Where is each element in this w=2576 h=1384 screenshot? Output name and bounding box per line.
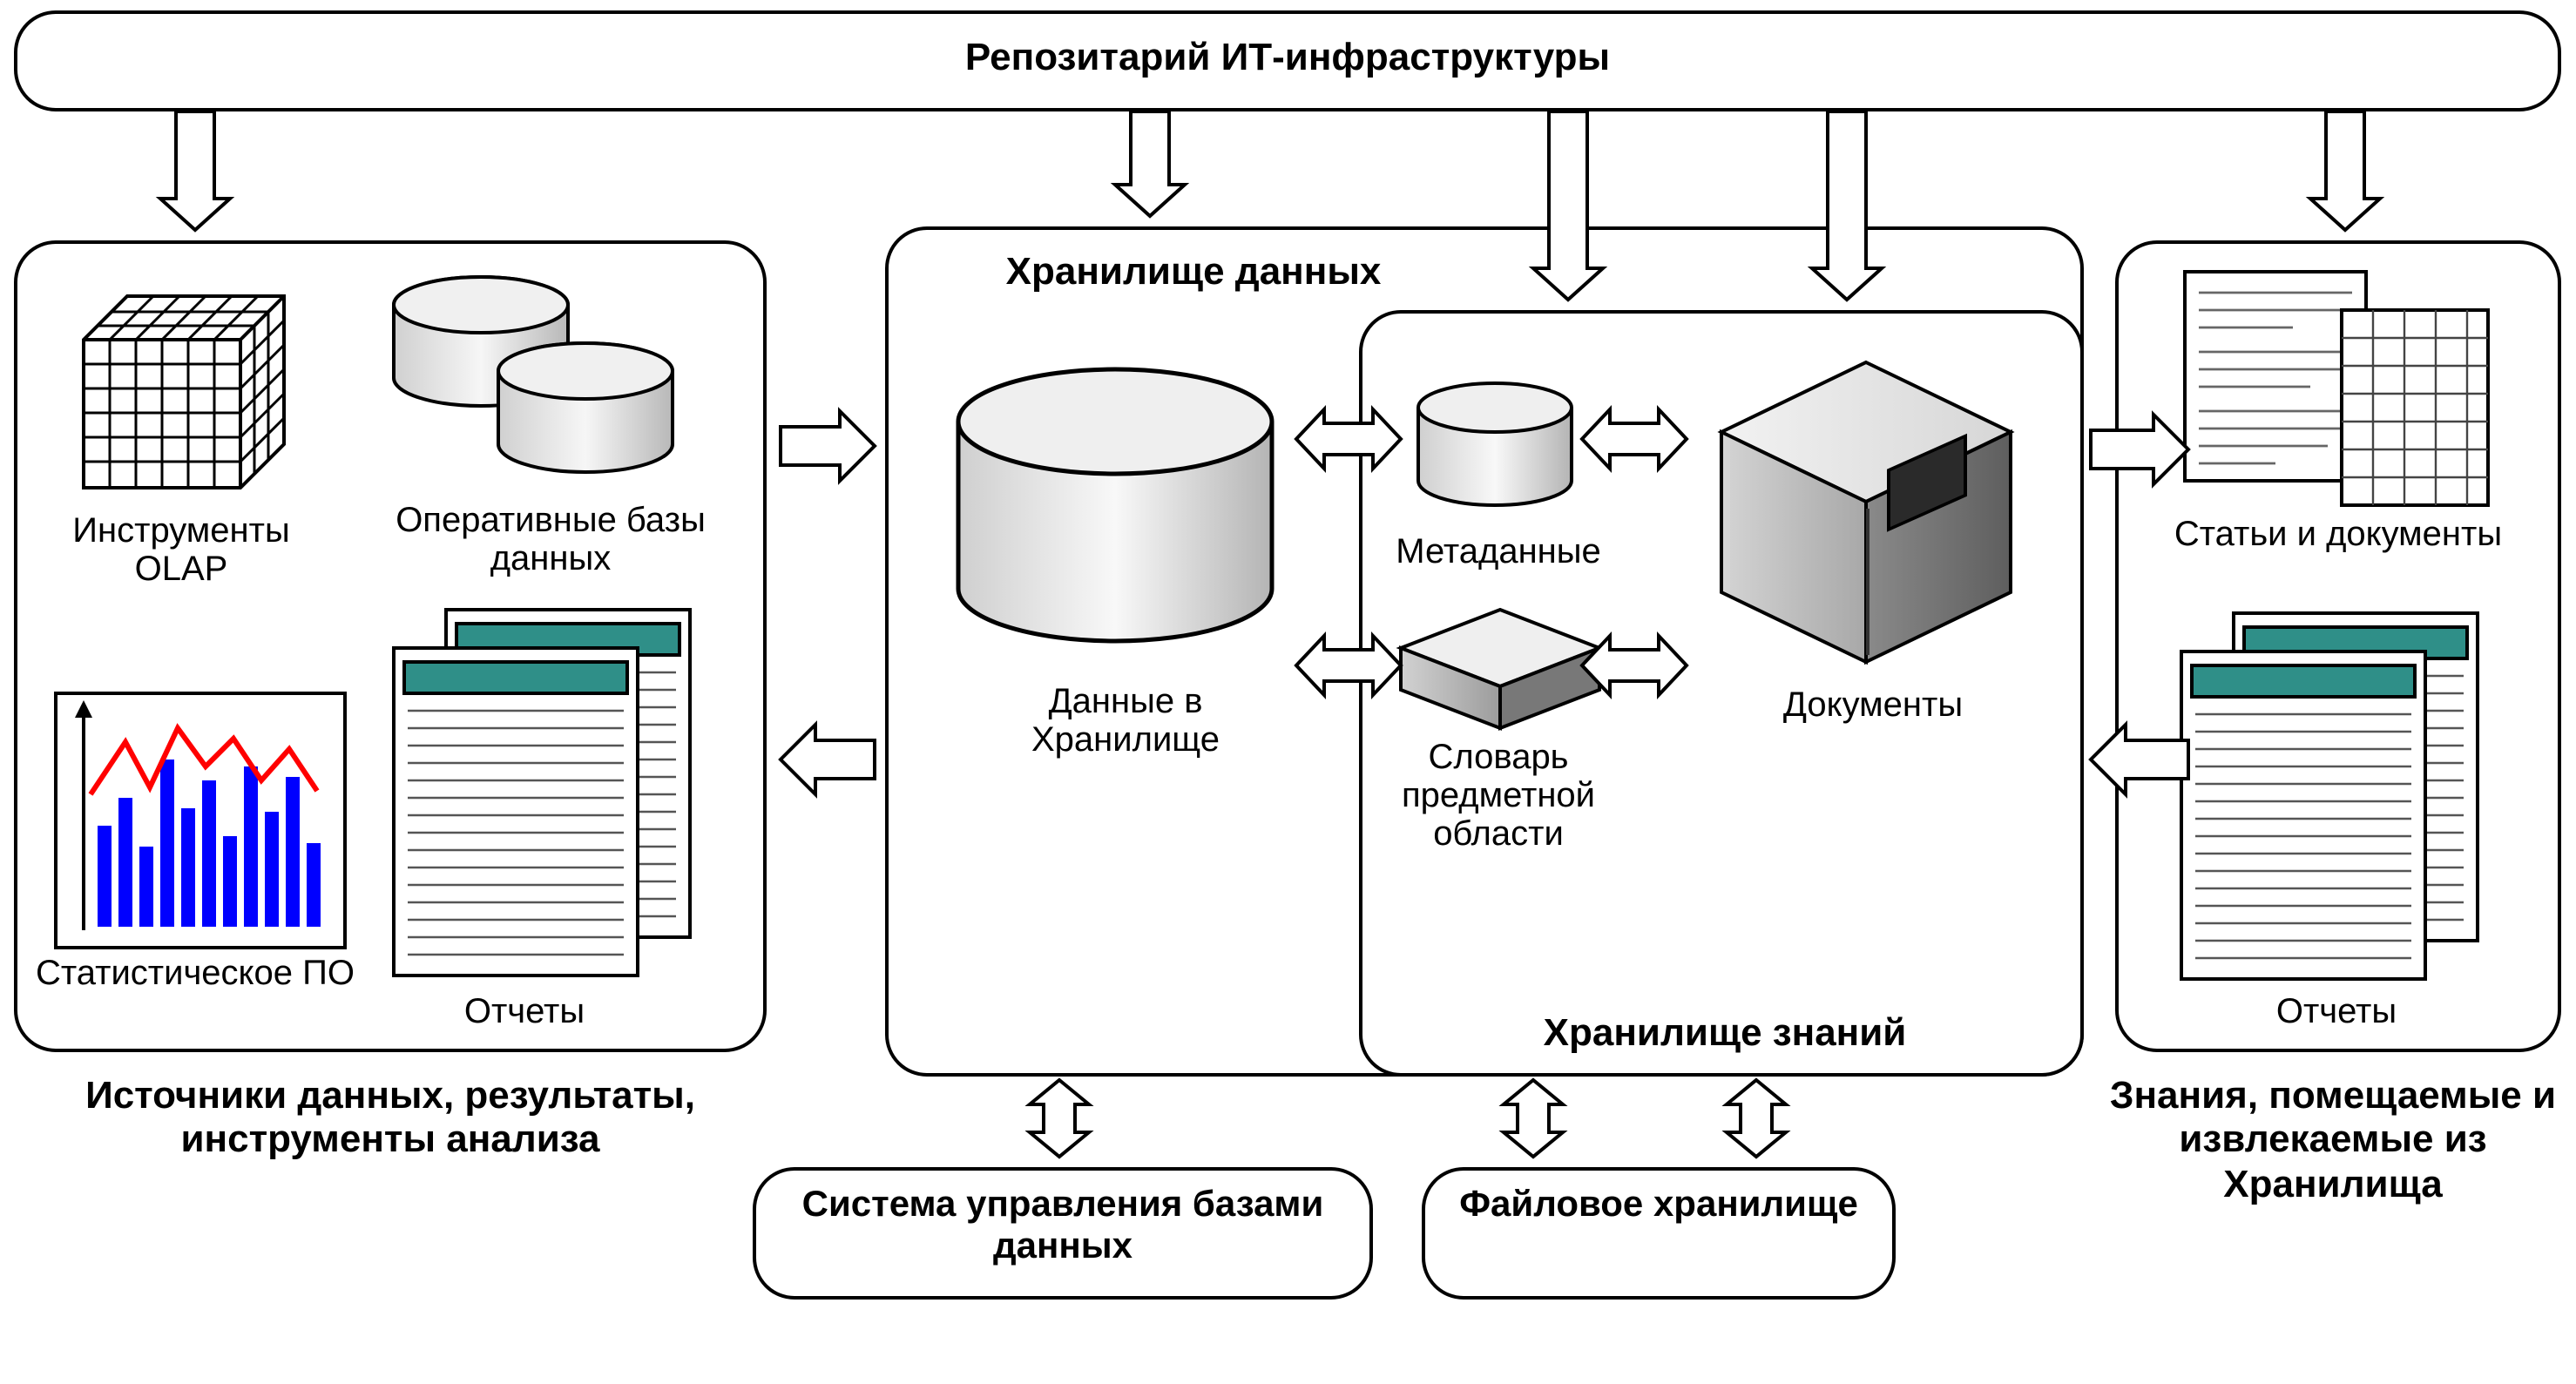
repo-title: Репозитарий ИТ-инфраструктуры [14,35,2561,79]
reports-left-icon [383,603,714,986]
dict-box-icon [1387,599,1613,739]
know-title: Хранилище знаний [1394,1010,2056,1055]
docs-cube-icon [1700,348,2032,679]
odb-label: Оперативные базы данных [341,502,760,578]
dict-label: Словарь предметной области [1376,739,1620,854]
articles-docs-icon [2153,258,2502,519]
reports-left-label: Отчеты [394,993,655,1031]
left-caption: Источники данных, результаты, инструмент… [14,1073,767,1161]
dw-title: Хранилище данных [906,249,1481,294]
file-title: Файловое хранилище [1422,1185,1896,1226]
dw-cylinder-icon [941,362,1289,676]
olap-cube-icon [66,279,293,505]
right-caption: Знания, помещаемые и извлекаемые из Хран… [2091,1073,2575,1205]
odb-cylinders-icon [380,270,693,505]
docs-label: Документы [1742,686,2004,725]
meta-label: Метаданные [1376,533,1620,571]
olap-label: Инструменты OLAP [24,512,338,589]
meta-cylinder-icon [1408,376,1582,533]
dw-data-label: Данные в Хранилище [969,683,1282,760]
reports-right-icon [2171,606,2502,989]
reports-right-label: Отчеты [2206,993,2467,1031]
stat-label: Статистическое ПО [21,955,369,993]
dbms-title: Система управления базами данных [753,1185,1373,1269]
articles-label: Статьи и документы [2153,516,2523,554]
stat-chart-icon [52,690,348,951]
